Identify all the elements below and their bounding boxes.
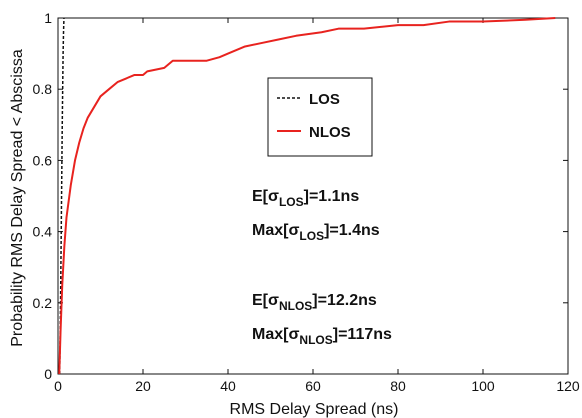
annotation-mean-nlos: E[σNLOS]=12.2ns (252, 292, 377, 313)
series-line-los (58, 17, 65, 375)
y-axis-label: Probability RMS Delay Spread < Abscissa (9, 49, 26, 347)
x-tick-label: 20 (135, 378, 151, 394)
legend-los-label: LOS (309, 91, 340, 108)
series-layer (58, 17, 556, 375)
x-tick-label: 40 (220, 378, 236, 394)
x-tick-label: 120 (556, 378, 580, 394)
x-tick-label: 60 (305, 378, 321, 394)
x-axis-ticks: 0 20 40 60 80 100 120 (54, 18, 580, 394)
x-tick-label: 80 (390, 378, 406, 394)
x-axis-label: RMS Delay Spread (ns) (230, 401, 399, 418)
y-tick-label: 0.4 (33, 224, 53, 240)
legend: LOS NLOS (267, 77, 373, 157)
y-tick-label: 0.2 (33, 295, 53, 311)
x-tick-label: 0 (54, 378, 62, 394)
legend-nlos-label: NLOS (309, 124, 351, 141)
x-tick-label: 100 (471, 378, 495, 394)
annotation-max-nlos: Max[σNLOS]=117ns (252, 326, 392, 347)
series-line-nlos (58, 17, 556, 375)
legend-box (267, 77, 373, 157)
y-tick-label: 0 (44, 366, 52, 382)
annotations: E[σLOS]=1.1ns Max[σLOS]=1.4ns E[σNLOS]=1… (252, 188, 392, 347)
annotation-mean-los: E[σLOS]=1.1ns (252, 188, 359, 209)
y-tick-label: 0.8 (33, 81, 53, 97)
y-tick-label: 0.6 (33, 152, 53, 168)
y-tick-label: 1 (44, 10, 52, 26)
y-axis-ticks: 0 0.2 0.4 0.6 0.8 1 (33, 10, 568, 382)
annotation-max-los: Max[σLOS]=1.4ns (252, 222, 380, 243)
